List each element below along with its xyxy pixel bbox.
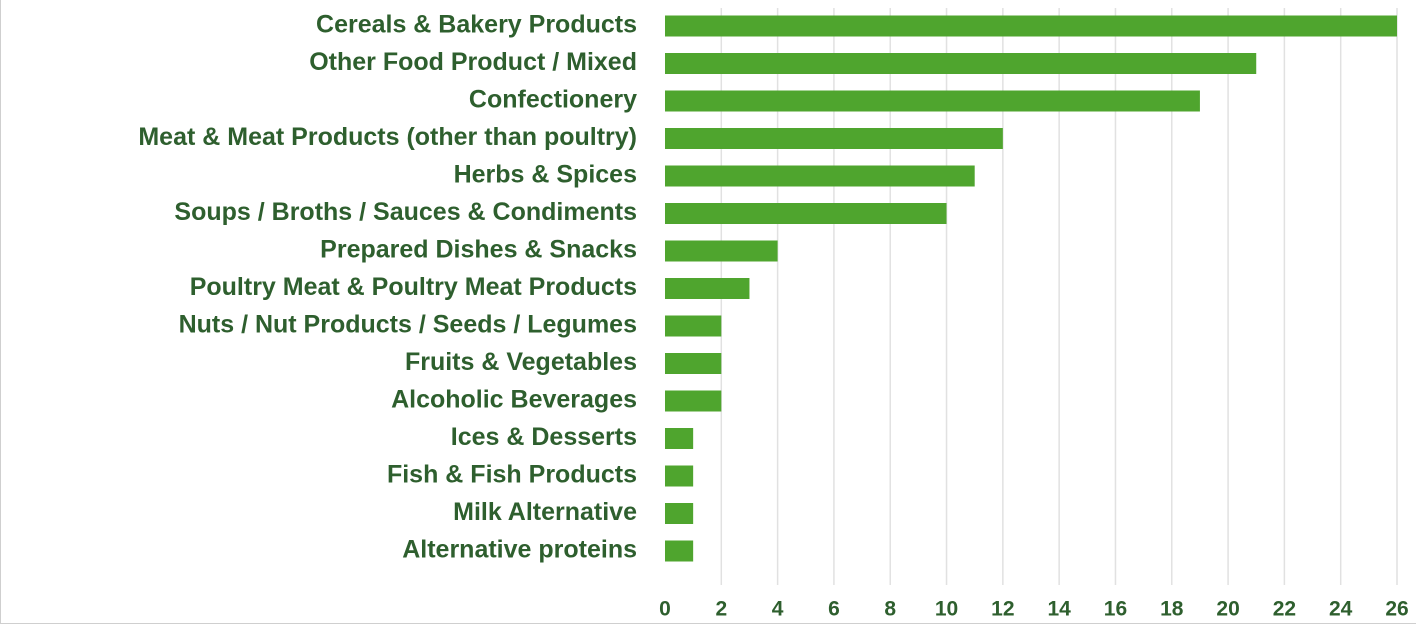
category-label: Herbs & Spices	[454, 161, 637, 189]
category-label: Alcoholic Beverages	[391, 386, 637, 414]
bars	[665, 15, 1397, 562]
x-tick-label: 26	[1385, 598, 1408, 621]
category-label: Nuts / Nut Products / Seeds / Legumes	[179, 311, 637, 339]
x-tick-label: 24	[1329, 598, 1353, 621]
category-label: Fruits & Vegetables	[405, 348, 637, 376]
x-tick-label: 4	[772, 598, 784, 621]
bar	[665, 165, 975, 187]
bar	[665, 203, 947, 224]
category-label: Prepared Dishes & Snacks	[320, 236, 637, 264]
category-label: Meat & Meat Products (other than poultry…	[138, 123, 637, 151]
x-tick-label: 14	[1047, 598, 1071, 621]
x-tick-label: 16	[1104, 598, 1127, 621]
bar	[665, 278, 750, 299]
bar	[665, 128, 1003, 149]
bar	[665, 240, 778, 262]
bar	[665, 90, 1200, 112]
x-tick-label: 6	[828, 598, 840, 621]
bar	[665, 353, 722, 374]
x-tick-label: 10	[935, 598, 958, 621]
x-tick-label: 22	[1273, 598, 1296, 621]
category-label: Soups / Broths / Sauces & Condiments	[174, 198, 637, 226]
bar	[665, 503, 694, 524]
x-tick-label: 8	[884, 598, 896, 621]
bar	[665, 53, 1257, 74]
bar	[665, 390, 722, 412]
category-label: Ices & Desserts	[451, 423, 637, 451]
category-label: Fish & Fish Products	[387, 461, 637, 489]
bar	[665, 15, 1397, 37]
category-label: Confectionery	[469, 86, 637, 114]
category-label: Poultry Meat & Poultry Meat Products	[190, 273, 637, 301]
category-label: Alternative proteins	[402, 536, 637, 564]
bar	[665, 315, 722, 337]
x-axis-ticks: 0 2 4 6 8 10 12 14 16 18 20 22 24 26	[659, 598, 1409, 621]
x-tick-label: 20	[1216, 598, 1239, 621]
x-tick-label: 0	[659, 598, 671, 621]
category-label: Milk Alternative	[453, 498, 637, 526]
bar	[665, 465, 694, 487]
category-label: Other Food Product / Mixed	[309, 48, 637, 76]
category-label: Cereals & Bakery Products	[316, 11, 637, 39]
x-tick-label: 18	[1160, 598, 1184, 621]
x-tick-label: 12	[991, 598, 1014, 621]
category-labels: Cereals & Bakery Products Other Food Prod…	[138, 11, 637, 564]
bar	[665, 540, 694, 562]
x-tick-label: 2	[715, 598, 727, 621]
bar	[665, 428, 694, 449]
